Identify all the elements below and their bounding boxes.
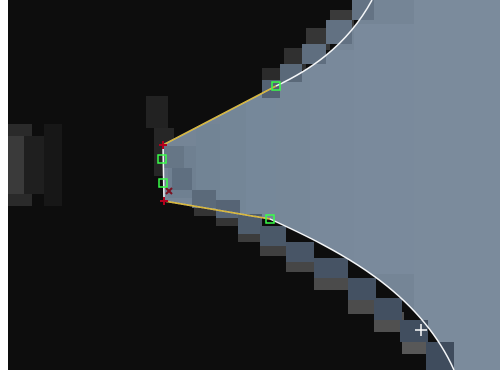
upper-edge-pixel-4 xyxy=(326,20,352,44)
edge-stair-pixels xyxy=(164,0,454,370)
top-left-anchor-icon[interactable] xyxy=(159,141,167,149)
bottom-left-anchor-icon[interactable] xyxy=(160,197,168,205)
top-control-point-icon[interactable] xyxy=(271,81,281,91)
left-edge-glow-mid xyxy=(24,136,44,194)
edge-pixel-9 xyxy=(348,278,376,300)
light-shape-shade-7 xyxy=(354,24,414,274)
bezier-overlay-svg[interactable] xyxy=(8,0,500,370)
left-edge-glow-bright xyxy=(8,136,24,194)
edge-pixel-2 xyxy=(172,168,192,190)
dark-pixel-cluster-1 xyxy=(146,96,168,128)
edge-pixel-1 xyxy=(164,146,184,168)
edge-pixel-4 xyxy=(216,200,240,218)
light-shape-shade-6 xyxy=(310,50,354,260)
edge-pixel-7 xyxy=(286,242,314,262)
top-handle-line[interactable] xyxy=(162,85,277,146)
bezier-path-curve[interactable] xyxy=(162,0,455,370)
bottom-control-point-icon[interactable] xyxy=(265,214,275,224)
edge-pixel-3 xyxy=(192,190,216,208)
bottom-handle-line[interactable] xyxy=(163,200,271,220)
edge-pixel-11 xyxy=(400,320,428,342)
edge-pixel-10 xyxy=(374,298,402,320)
small-red-marker-icon xyxy=(165,187,173,195)
light-shape-shade-5 xyxy=(276,70,310,246)
edge-pixel-6 xyxy=(260,226,286,246)
left-edge-glow-soft xyxy=(44,124,62,206)
crosshair-cursor-icon xyxy=(415,324,427,336)
light-shape-shade-8 xyxy=(414,0,500,370)
zoomed-image-canvas[interactable] xyxy=(8,0,500,370)
bezier-path-overlay[interactable] xyxy=(157,0,455,370)
upper-edge-pixel-2 xyxy=(280,64,302,82)
lower-handle-point-icon[interactable] xyxy=(158,178,168,188)
upper-edge-pixel-3 xyxy=(302,44,326,64)
edge-pixel-5 xyxy=(238,214,262,234)
upper-handle-point-icon[interactable] xyxy=(157,154,167,164)
edge-pixel-12 xyxy=(426,342,454,370)
edge-pixel-8 xyxy=(314,258,348,278)
